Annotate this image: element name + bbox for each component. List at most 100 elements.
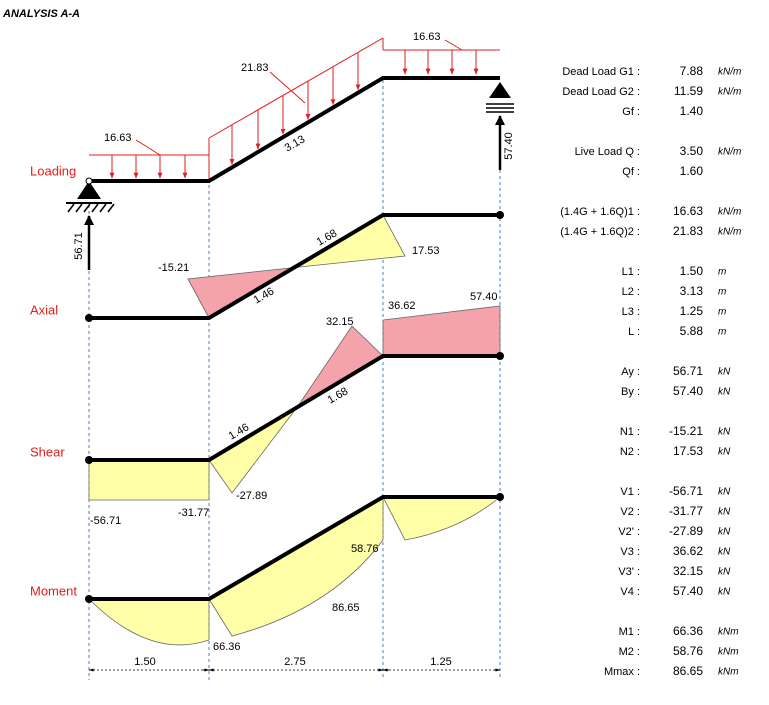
dimension-label: 1.50	[134, 656, 155, 668]
param-label: Dead Load G1 :	[562, 66, 640, 78]
param-label: V1 :	[620, 486, 640, 498]
loading-diagram	[66, 37, 514, 270]
reaction-label: 56.71	[73, 232, 85, 260]
load-label: 21.83	[241, 62, 269, 74]
param-unit: kN	[718, 527, 731, 538]
param-label: V2' :	[618, 526, 640, 538]
shear-diagram	[85, 305, 504, 501]
param-label: L2 :	[622, 286, 640, 298]
title: ANALYSIS A-A	[2, 8, 80, 20]
param-value: 7.88	[680, 64, 704, 78]
row-label: Loading	[30, 163, 76, 178]
param-unit: m	[718, 267, 726, 278]
value-label: 58.76	[351, 543, 379, 555]
load-label: 16.63	[104, 132, 132, 144]
param-value: 1.25	[680, 304, 704, 318]
param-unit: kN/m	[718, 147, 741, 158]
param-label: Ay :	[621, 366, 640, 378]
param-value: 16.63	[673, 204, 703, 218]
param-value: 57.40	[673, 584, 703, 598]
param-label: (1.4G + 1.6Q)1 :	[560, 206, 640, 218]
param-unit: m	[718, 327, 726, 338]
param-value: 36.62	[673, 544, 703, 558]
param-label: N1 :	[620, 426, 640, 438]
param-label: Qf :	[622, 166, 640, 178]
param-label: L3 :	[622, 306, 640, 318]
param-unit: m	[718, 287, 726, 298]
param-value: 1.40	[680, 104, 704, 118]
axial-diagram	[85, 211, 504, 322]
param-value: 3.50	[680, 144, 704, 158]
param-value: -31.77	[669, 504, 703, 518]
param-label: M2 :	[619, 646, 640, 658]
param-label: V3' :	[618, 566, 640, 578]
param-value: -27.89	[669, 524, 703, 538]
value-label: 86.65	[332, 602, 360, 614]
section-lines	[88, 80, 501, 680]
param-unit: kN/m	[718, 87, 741, 98]
param-unit: kN	[718, 547, 731, 558]
value-label: 36.62	[388, 300, 416, 312]
value-label: 17.53	[412, 245, 440, 257]
param-unit: kN	[718, 427, 731, 438]
param-label: By :	[621, 386, 640, 398]
param-unit: kN/m	[718, 227, 741, 238]
row-label: Moment	[30, 583, 77, 598]
param-value: 86.65	[673, 664, 703, 678]
value-label: 32.15	[326, 316, 354, 328]
param-value: 56.71	[673, 364, 703, 378]
param-label: V3 :	[620, 546, 640, 558]
param-unit: kN	[718, 487, 731, 498]
param-unit: m	[718, 307, 726, 318]
param-value: 57.40	[673, 384, 703, 398]
param-label: (1.4G + 1.6Q)2 :	[560, 226, 640, 238]
param-unit: kN	[718, 567, 731, 578]
row-label: Shear	[30, 444, 65, 459]
param-value: -15.21	[669, 424, 703, 438]
param-unit: kN	[718, 367, 731, 378]
param-label: N2 :	[620, 446, 640, 458]
param-label: L :	[628, 326, 640, 338]
param-unit: kN	[718, 447, 731, 458]
reaction-label: 57.40	[503, 132, 515, 160]
param-label: Live Load Q :	[575, 146, 640, 158]
param-value: 1.50	[680, 264, 704, 278]
param-label: L1 :	[622, 266, 640, 278]
value-label: 57.40	[470, 291, 498, 303]
param-unit: kNm	[718, 667, 739, 678]
dimension-label: 1.25	[430, 656, 451, 668]
value-label: -27.89	[236, 490, 267, 502]
param-label: Gf :	[622, 106, 640, 118]
param-value: 1.60	[680, 164, 704, 178]
param-value: 58.76	[673, 644, 703, 658]
value-label: -31.77	[178, 507, 209, 519]
param-unit: kNm	[718, 627, 739, 638]
param-unit: kNm	[718, 647, 739, 658]
param-value: 3.13	[680, 284, 704, 298]
param-value: 11.59	[674, 84, 703, 98]
value-label: -15.21	[158, 262, 189, 274]
moment-diagram	[85, 493, 504, 646]
load-label: 16.63	[413, 31, 441, 43]
param-label: Dead Load G2 :	[562, 86, 640, 98]
param-unit: kN	[718, 387, 731, 398]
param-value: 21.83	[673, 224, 703, 238]
dimension-label: 2.75	[284, 656, 305, 668]
value-label: -56.71	[90, 515, 121, 527]
param-unit: kN/m	[718, 207, 741, 218]
param-label: M1 :	[619, 626, 640, 638]
param-label: V4 :	[620, 586, 640, 598]
param-value: 32.15	[673, 564, 703, 578]
param-value: 66.36	[673, 624, 703, 638]
param-label: Mmax :	[604, 666, 640, 678]
param-unit: kN	[718, 507, 731, 518]
value-label: 66.36	[213, 641, 241, 653]
row-label: Axial	[30, 302, 58, 317]
param-value: 5.88	[680, 324, 704, 338]
param-unit: kN/m	[718, 67, 741, 78]
param-label: V2 :	[620, 506, 640, 518]
param-value: -56.71	[669, 484, 703, 498]
param-unit: kN	[718, 587, 731, 598]
parameter-table: Dead Load G1 : 7.88 kN/m Dead Load G2 : 11.5…	[560, 64, 741, 678]
